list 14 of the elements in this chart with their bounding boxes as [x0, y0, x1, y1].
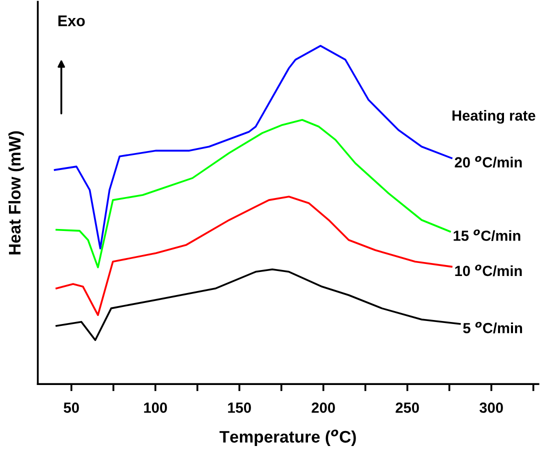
x-tick-label: 200: [312, 402, 335, 413]
x-tick-label: 50: [64, 402, 79, 413]
legend-title: Heating rate: [452, 110, 536, 124]
y-axis-title: Heat Flow (mW): [8, 131, 24, 254]
series-label: 10 $^{o}$C/min: [455, 264, 522, 276]
x-tick-label: 150: [228, 402, 251, 413]
x-tick-label: 100: [144, 402, 167, 413]
x-tick-label: 300: [480, 402, 503, 413]
x-tick-label: 250: [396, 402, 419, 413]
series-label: 20 $^{o}$C/min: [454, 156, 522, 168]
text: Exo: [58, 16, 85, 26]
series-label: 5 $^{o}$C/min: [463, 322, 522, 334]
series-label: 15 $^{o}$C/min: [454, 229, 520, 242]
x-axis-title: Temperature ($^{o}$C): [220, 430, 356, 446]
